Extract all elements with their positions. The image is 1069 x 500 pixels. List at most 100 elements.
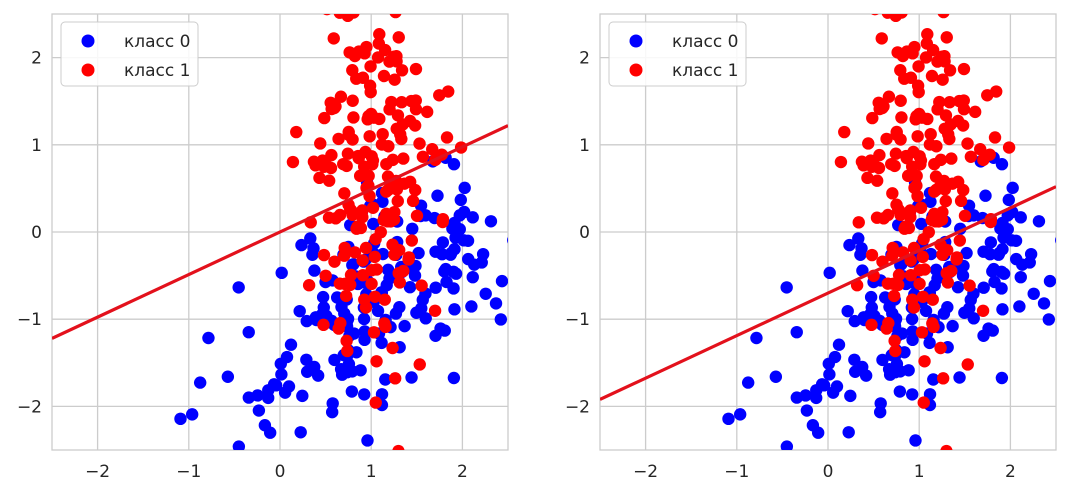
class1-point — [957, 62, 971, 76]
class1-point — [882, 316, 895, 330]
class1-point — [343, 46, 356, 59]
class0-point — [275, 368, 288, 381]
class0-point — [790, 391, 804, 404]
class1-point — [392, 31, 405, 44]
class0-point — [444, 248, 457, 261]
class1-point — [397, 152, 410, 165]
class1-point — [328, 101, 341, 115]
class0-point — [354, 364, 367, 377]
class0-point — [856, 264, 869, 277]
class1-point — [388, 73, 401, 86]
class1-point — [362, 110, 375, 123]
class0-point — [528, 199, 540, 211]
class1-point — [887, 289, 901, 303]
class0-point — [461, 234, 475, 247]
class0-point — [979, 189, 992, 202]
class1-point — [956, 119, 970, 132]
class1-point — [888, 159, 901, 173]
class1-point — [891, 278, 905, 292]
class1-point — [910, 169, 923, 183]
class0-point — [375, 336, 388, 350]
class1-point — [963, 279, 976, 292]
class0-point — [232, 440, 246, 450]
class0-point — [518, 193, 530, 205]
class0-point — [996, 303, 1009, 316]
class0-point — [1043, 274, 1056, 288]
y-tick-label: 0 — [579, 223, 590, 243]
class1-point — [402, 251, 416, 264]
class0-point — [311, 369, 325, 382]
class0-point — [928, 279, 941, 292]
class1-point — [939, 109, 953, 122]
class0-point — [462, 252, 475, 266]
axes-frame — [51, 13, 509, 451]
class1-point — [911, 130, 924, 143]
class1-point — [889, 344, 902, 358]
decision-boundary-line — [600, 185, 1056, 401]
class0-point — [447, 158, 461, 171]
class1-point — [867, 484, 879, 496]
class1-point — [892, 268, 906, 282]
class0-point — [489, 297, 503, 310]
class0-point — [367, 217, 380, 231]
class0-point — [346, 258, 359, 272]
class1-point — [852, 216, 865, 229]
class1-point — [416, 150, 430, 163]
class1-point — [420, 105, 434, 119]
class1-point — [921, 28, 934, 41]
class1-point — [363, 130, 376, 143]
class1-point — [341, 147, 355, 160]
class1-point — [940, 444, 953, 450]
class0-point — [403, 281, 417, 294]
class1-point — [925, 69, 939, 83]
class0-point — [848, 353, 861, 366]
class1-point — [913, 277, 926, 291]
class1-point — [440, 131, 454, 144]
class1-point — [927, 320, 940, 334]
class0-point — [436, 236, 450, 249]
class0-point — [232, 281, 245, 294]
class1-point — [382, 140, 395, 153]
class0-point — [174, 412, 187, 426]
class1-point — [319, 484, 331, 496]
class0-point — [358, 388, 371, 401]
class0-point — [326, 397, 339, 410]
class0-point — [278, 386, 292, 399]
class0-point — [475, 256, 488, 269]
class1-point — [939, 194, 952, 208]
class0-point — [379, 373, 392, 386]
class1-point — [880, 132, 893, 146]
class1-point — [941, 276, 954, 289]
class1-point — [983, 148, 996, 161]
class1-point — [981, 89, 994, 102]
class0-point — [995, 265, 1008, 279]
class0-point — [864, 290, 878, 304]
class1-point — [928, 207, 941, 220]
class1-point — [364, 60, 377, 73]
class0-point — [927, 373, 940, 386]
class0-point — [193, 376, 207, 389]
class0-point — [317, 301, 330, 314]
class0-point — [448, 303, 461, 316]
class1-point — [413, 137, 426, 150]
class1-point — [323, 14, 331, 16]
class1-point — [328, 255, 341, 268]
class0-point — [300, 365, 314, 378]
y-tick-label: −1 — [17, 310, 42, 330]
class1-point — [369, 396, 382, 409]
class0-point — [852, 232, 865, 245]
class1-point — [870, 174, 884, 187]
class1-point — [359, 241, 373, 255]
class0-point — [221, 370, 235, 383]
class0-point — [1013, 300, 1026, 313]
class0-point — [447, 282, 460, 295]
class1-point — [368, 290, 382, 303]
class1-point — [910, 110, 923, 123]
class0-point — [495, 274, 508, 288]
class0-point — [532, 221, 544, 233]
class1-point — [928, 185, 941, 198]
class0-point — [956, 269, 970, 282]
class1-point — [901, 169, 915, 183]
